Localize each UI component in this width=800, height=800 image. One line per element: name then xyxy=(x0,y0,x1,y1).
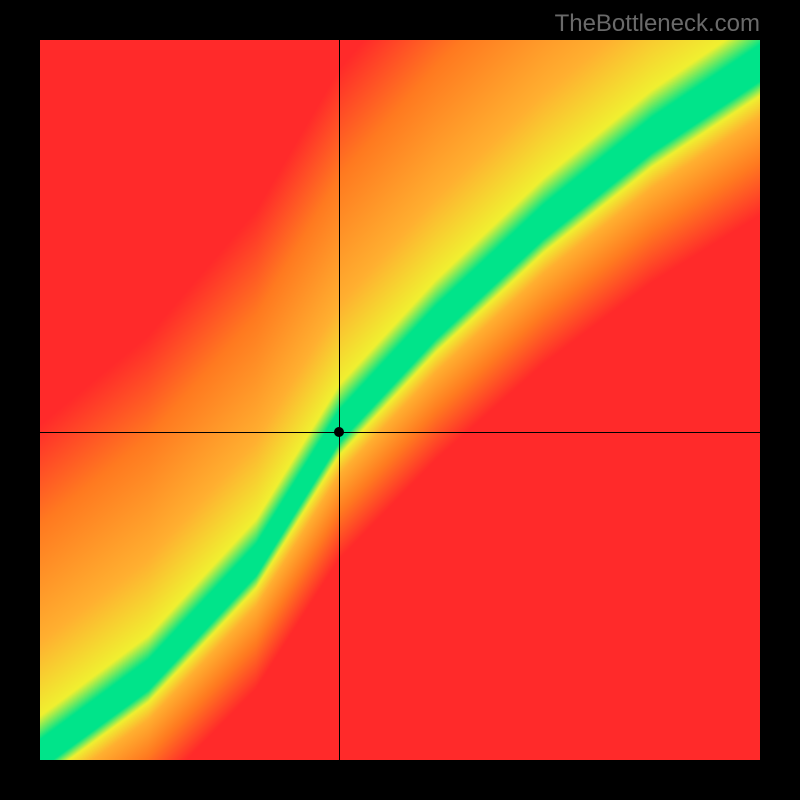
bottleneck-heatmap xyxy=(40,40,760,760)
crosshair-horizontal xyxy=(40,432,760,433)
crosshair-vertical xyxy=(339,40,340,760)
marker-dot xyxy=(334,427,344,437)
heatmap-canvas xyxy=(40,40,760,760)
watermark-text: TheBottleneck.com xyxy=(555,10,760,38)
